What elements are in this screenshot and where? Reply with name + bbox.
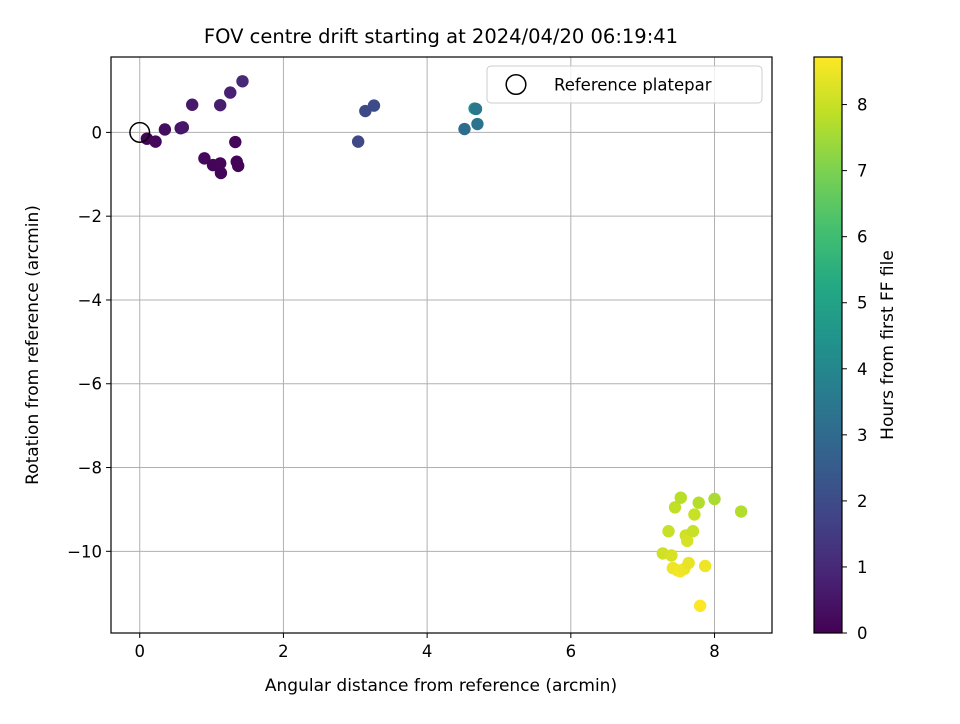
y-tick-label: −2 [78, 207, 102, 226]
x-tick-label: 6 [566, 642, 577, 661]
x-axis-ticks: 0 2 4 6 8 [134, 633, 720, 661]
data-point [214, 166, 228, 180]
x-tick-label: 2 [278, 642, 289, 661]
data-point [351, 135, 365, 148]
data-point [231, 159, 245, 173]
data-point [693, 599, 707, 612]
colorbar-tick-label: 3 [857, 426, 868, 445]
data-point [224, 86, 237, 99]
data-point [682, 556, 695, 570]
data-point [681, 534, 694, 548]
data-point [471, 117, 484, 131]
x-axis-label: Angular distance from reference (arcmin) [265, 676, 617, 696]
y-tick-label: −8 [78, 459, 102, 478]
chart-title: FOV centre drift starting at 2024/04/20 … [204, 25, 678, 48]
data-point [686, 525, 700, 538]
data-point [469, 102, 483, 116]
legend-entry-reference: Reference platepar [554, 76, 712, 95]
data-point [674, 491, 687, 504]
data-point [214, 157, 227, 170]
colorbar-ticks: 0 1 2 3 4 5 6 7 8 [842, 96, 868, 643]
legend: Reference platepar [486, 65, 763, 104]
legend-marker-reference [505, 73, 527, 96]
data-point [149, 135, 162, 148]
x-tick-label: 8 [709, 642, 720, 661]
y-tick-label: 0 [92, 123, 103, 142]
y-tick-label: −10 [67, 542, 102, 561]
data-points [129, 75, 748, 612]
data-point [692, 496, 705, 509]
colorbar-tick-label: 6 [857, 228, 868, 247]
data-point [236, 75, 249, 88]
data-point [734, 505, 748, 518]
colorbar-tick-label: 5 [857, 294, 868, 313]
data-point [198, 152, 211, 165]
colorbar-tick-label: 4 [857, 360, 868, 379]
colorbar-tick-label: 0 [857, 624, 868, 643]
colorbar-label: Hours from first FF file [878, 250, 898, 440]
data-point [214, 98, 227, 112]
data-point [708, 492, 721, 506]
data-point [367, 99, 381, 112]
data-point [458, 122, 471, 136]
data-point [185, 98, 199, 111]
data-point [662, 525, 675, 538]
y-tick-label: −6 [78, 375, 102, 394]
colorbar-tick-label: 1 [857, 558, 868, 577]
data-point [698, 559, 712, 573]
legend-box [486, 65, 763, 104]
y-axis-label: Rotation from reference (arcmin) [23, 205, 43, 485]
x-tick-label: 4 [422, 642, 433, 661]
reference-marker [129, 121, 151, 143]
data-point [668, 501, 682, 514]
grid [111, 57, 772, 633]
y-tick-label: −4 [78, 291, 102, 310]
data-point [665, 549, 678, 562]
colorbar-tick-label: 8 [857, 96, 868, 115]
colorbar [813, 56, 843, 634]
data-point [158, 123, 172, 136]
plot-frame [110, 56, 773, 634]
colorbar-tick-label: 7 [857, 162, 868, 181]
y-axis-ticks: −10 −8 −6 −4 −2 0 [67, 123, 111, 561]
data-point [176, 121, 190, 134]
x-tick-label: 0 [134, 642, 145, 661]
colorbar-tick-label: 2 [857, 492, 868, 511]
data-point [229, 135, 242, 149]
data-point [688, 508, 701, 521]
